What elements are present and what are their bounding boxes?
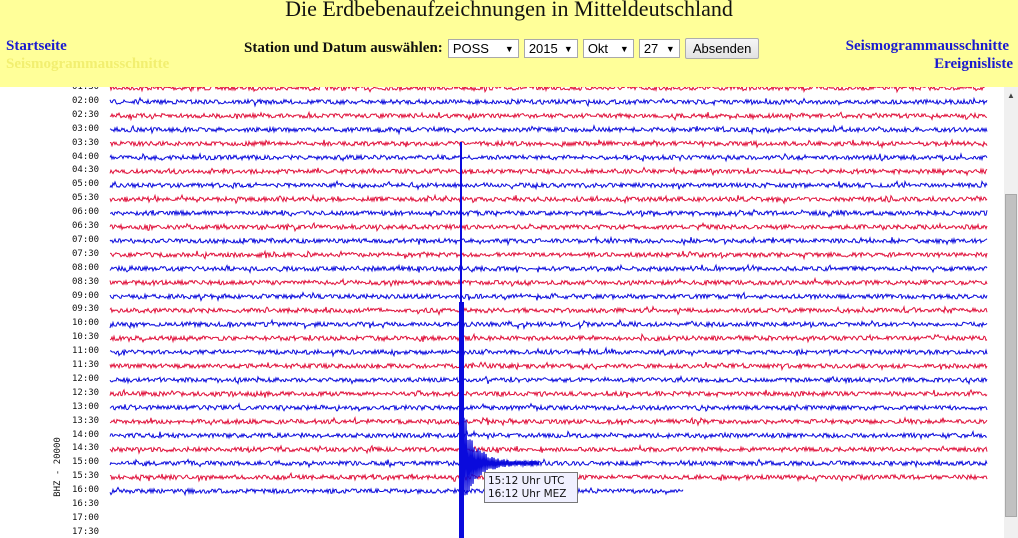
vertical-scrollbar[interactable]: ▲ (1004, 87, 1018, 538)
trace-row (110, 446, 987, 453)
form-label: Station und Datum auswählen: (244, 40, 443, 57)
year-value: 2015 (529, 41, 558, 56)
day-value: 27 (644, 41, 658, 56)
trace-row (110, 251, 987, 259)
year-select[interactable]: 2015 ▼ (524, 39, 578, 58)
trace-row (110, 418, 987, 426)
trace-row (110, 362, 987, 370)
chevron-down-icon: ▼ (505, 44, 514, 54)
trace-row (110, 377, 987, 384)
trace-row (110, 320, 987, 328)
trace-row (110, 87, 987, 92)
startseite-link[interactable]: Startseite (6, 38, 67, 55)
trace-row (110, 195, 987, 203)
seismogram-plot[interactable]: 01:30 02:00 02:30 03:00 03:30 04:00 04:30 05:00… (0, 87, 1004, 538)
scrollbar-thumb[interactable] (1005, 194, 1017, 517)
day-select[interactable]: 27 ▼ (639, 39, 680, 58)
trace-row (110, 404, 987, 411)
seismogram-traces (0, 87, 1004, 538)
trace-row (110, 154, 987, 162)
trace-row (110, 181, 987, 189)
trace-row (110, 223, 987, 231)
month-select[interactable]: Okt ▼ (583, 39, 634, 58)
trace-row (110, 237, 987, 245)
trace-row (110, 293, 987, 301)
submit-button[interactable]: Absenden (685, 38, 760, 59)
station-date-form: Station und Datum auswählen: POSS ▼ 2015 ▼… (244, 38, 759, 59)
trace-row (110, 432, 987, 439)
time-tooltip: 15:12 Uhr UTC 16:12 Uhr MEZ (484, 472, 578, 503)
scroll-up-arrow-icon[interactable]: ▲ (1007, 91, 1015, 100)
trace-row (110, 348, 987, 356)
trace-row (110, 307, 987, 315)
hidden-seismogram-link[interactable]: Seismogrammausschnitte (6, 56, 169, 73)
tooltip-mez: 16:12 Uhr MEZ (488, 488, 574, 501)
trace-row (110, 168, 987, 176)
trace-row (110, 459, 987, 466)
trace-row (110, 126, 987, 133)
trace-row (110, 210, 987, 217)
trace-row (110, 488, 683, 495)
trace-row (110, 140, 987, 148)
page-title: Die Erdbebenaufzeichnungen in Mitteldeut… (0, 0, 1018, 22)
trace-row (110, 279, 987, 287)
chevron-down-icon: ▼ (666, 44, 675, 54)
ereignisliste-link[interactable]: Ereignisliste (934, 56, 1013, 73)
trace-row (110, 98, 987, 106)
trace-row (110, 334, 987, 342)
header: Die Erdbebenaufzeichnungen in Mitteldeut… (0, 0, 1018, 87)
seismogrammausschnitte-link[interactable]: Seismogrammausschnitte (846, 38, 1009, 55)
trace-row (110, 112, 987, 120)
station-value: POSS (453, 41, 489, 56)
trace-row (110, 390, 987, 398)
month-value: Okt (588, 41, 608, 56)
chevron-down-icon: ▼ (620, 44, 629, 54)
station-select[interactable]: POSS ▼ (448, 39, 519, 58)
earthquake-spike-peak (459, 302, 464, 538)
chevron-down-icon: ▼ (564, 44, 573, 54)
tooltip-utc: 15:12 Uhr UTC (488, 475, 574, 488)
trace-row (110, 265, 987, 273)
